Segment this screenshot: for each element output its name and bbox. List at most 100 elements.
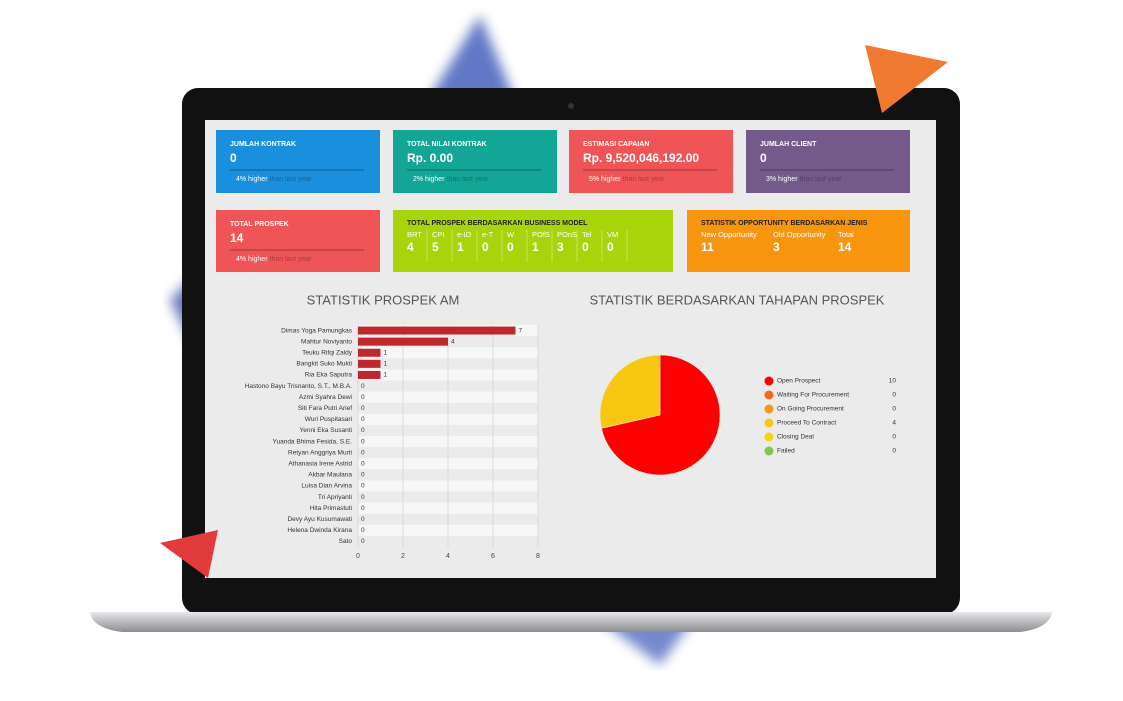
data-label: 0 xyxy=(361,427,365,434)
data-label: 0 xyxy=(361,505,365,512)
card-note: than last year xyxy=(623,176,666,183)
camera xyxy=(568,103,574,109)
column-value: 5 xyxy=(432,240,439,254)
data-label: 0 xyxy=(361,438,365,445)
column-value: 0 xyxy=(582,240,589,254)
column-value: 14 xyxy=(838,240,852,254)
column-value: 3 xyxy=(773,240,780,254)
card-value: 0 xyxy=(760,151,767,165)
stat-card: TOTAL PROSPEK 14 4% higher than last year xyxy=(216,210,380,272)
bar xyxy=(358,348,381,357)
card-title: TOTAL PROSPEK BERDASARKAN BUSINESS MODEL xyxy=(407,220,588,227)
x-tick-label: 2 xyxy=(401,553,405,560)
bar xyxy=(358,359,381,368)
y-tick-label: Mahtur Noviyanto xyxy=(301,338,352,345)
card-background xyxy=(687,210,910,272)
data-label: 1 xyxy=(384,361,388,368)
card-title: ESTIMASI CAPAIAN xyxy=(583,141,649,148)
y-tick-label: Yuanda Bhima Fesida, S.E. xyxy=(273,438,353,445)
y-tick-label: Sato xyxy=(339,538,353,545)
bar xyxy=(358,337,448,346)
legend-value: 10 xyxy=(889,378,897,385)
y-tick-label: Azmi Syahra Dewi xyxy=(299,394,352,401)
legend-label: Proceed To Contract xyxy=(777,420,836,427)
column-value: 0 xyxy=(482,240,489,254)
card-footer: 2% higher than last year xyxy=(413,176,489,183)
legend-value: 0 xyxy=(892,434,896,441)
data-label: 7 xyxy=(519,327,523,334)
column-value: 3 xyxy=(557,240,564,254)
y-tick-label: Helena Dwinda Kirana xyxy=(287,527,352,534)
stat-card: STATISTIK OPPORTUNITY BERDASARKAN JENIS N… xyxy=(687,210,910,272)
legend-value: 0 xyxy=(892,392,896,399)
card-change: 4% higher xyxy=(236,256,268,263)
y-tick-label: Yenni Eka Susanti xyxy=(299,427,352,434)
card-background xyxy=(393,130,557,193)
data-label: 0 xyxy=(361,383,365,390)
legend-swatch xyxy=(764,404,774,414)
legend-label: Failed xyxy=(777,448,795,455)
card-title: TOTAL NILAI KONTRAK xyxy=(407,141,487,148)
data-label: 0 xyxy=(361,416,365,423)
y-tick-label: Luisa Dian Arvina xyxy=(301,483,352,490)
data-label: 1 xyxy=(384,349,388,356)
card-value: Rp. 9,520,046,192.00 xyxy=(583,151,699,165)
column-value: 11 xyxy=(701,240,714,254)
x-tick-label: 8 xyxy=(536,553,540,560)
card-change: 2% higher xyxy=(413,176,445,183)
y-tick-label: Tri Apriyanti xyxy=(318,494,352,501)
chart-title: STATISTIK PROSPEK AM xyxy=(307,292,460,307)
x-tick-label: 4 xyxy=(446,553,450,560)
stat-card: TOTAL PROSPEK BERDASARKAN BUSINESS MODEL… xyxy=(393,210,673,272)
column-value: 0 xyxy=(607,240,614,254)
data-label: 0 xyxy=(361,394,365,401)
card-footer: 3% higher than last year xyxy=(766,176,842,183)
y-tick-label: Hita Primastuti xyxy=(310,505,352,512)
stat-card: TOTAL NILAI KONTRAK Rp. 0.00 2% higher than… xyxy=(393,130,557,193)
card-change: 3% higher xyxy=(766,176,798,183)
card-background xyxy=(393,210,673,272)
column-label: e-ID xyxy=(457,230,472,239)
card-footer: 5% higher than last year xyxy=(589,176,665,183)
y-tick-label: Devy Ayu Kusumawati xyxy=(287,516,352,523)
card-note: than last year xyxy=(270,176,313,183)
card-background xyxy=(569,130,733,193)
column-label: Total xyxy=(838,230,854,239)
legend-swatch xyxy=(764,418,774,428)
card-value: 14 xyxy=(230,231,244,245)
card-note: than last year xyxy=(800,176,843,183)
column-value: 1 xyxy=(532,240,539,254)
card-title: TOTAL PROSPEK xyxy=(230,221,289,228)
data-label: 4 xyxy=(451,338,455,345)
card-value: 0 xyxy=(230,151,237,165)
column-label: Tel xyxy=(582,230,592,239)
data-label: 0 xyxy=(361,472,365,479)
column-label: POfS xyxy=(532,230,550,239)
column-label: POnS xyxy=(557,230,577,239)
legend-swatch xyxy=(764,376,774,386)
card-change: 4% higher xyxy=(236,176,268,183)
card-background xyxy=(216,210,380,272)
card-background xyxy=(746,130,910,193)
legend-label: Open Prospect xyxy=(777,378,821,385)
data-label: 1 xyxy=(384,372,388,379)
column-label: e-T xyxy=(482,230,494,239)
laptop-base xyxy=(90,612,1052,632)
decor-triangle xyxy=(160,530,218,578)
legend-value: 4 xyxy=(892,420,896,427)
y-tick-label: Siti Fara Putri Arief xyxy=(298,405,352,412)
legend-label: On Going Procurement xyxy=(777,406,844,413)
y-tick-label: Ria Eka Saputra xyxy=(305,372,353,379)
column-value: 1 xyxy=(457,240,464,254)
chart-title: STATISTIK BERDASARKAN TAHAPAN PROSPEK xyxy=(590,292,885,307)
card-footer: 4% higher than last year xyxy=(236,176,312,183)
legend-swatch xyxy=(764,446,774,456)
column-value: 4 xyxy=(407,240,414,254)
legend-swatch xyxy=(764,390,774,400)
card-title: JUMLAH CLIENT xyxy=(760,141,817,148)
legend-label: Waiting For Procurement xyxy=(777,392,849,399)
x-tick-label: 0 xyxy=(356,553,360,560)
